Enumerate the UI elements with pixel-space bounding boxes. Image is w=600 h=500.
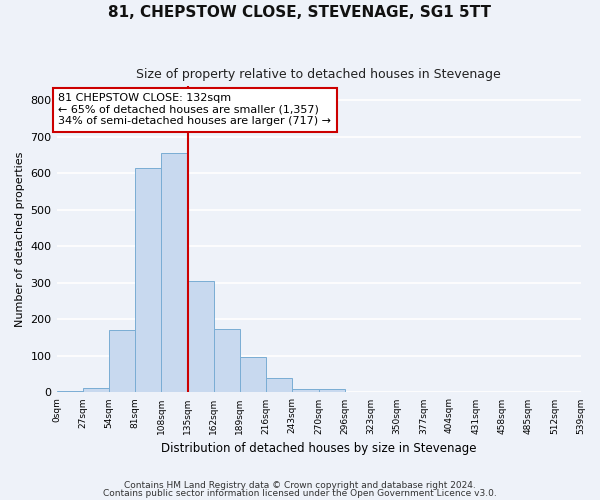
Bar	[240, 356, 266, 392]
Bar	[135, 168, 161, 392]
Bar	[56, 390, 83, 392]
Y-axis label: Number of detached properties: Number of detached properties	[15, 152, 25, 327]
Bar	[83, 388, 109, 392]
Text: 81, CHEPSTOW CLOSE, STEVENAGE, SG1 5TT: 81, CHEPSTOW CLOSE, STEVENAGE, SG1 5TT	[109, 5, 491, 20]
Text: 81 CHEPSTOW CLOSE: 132sqm
← 65% of detached houses are smaller (1,357)
34% of se: 81 CHEPSTOW CLOSE: 132sqm ← 65% of detac…	[58, 93, 331, 126]
Text: Contains public sector information licensed under the Open Government Licence v3: Contains public sector information licen…	[103, 489, 497, 498]
Bar	[214, 328, 240, 392]
X-axis label: Distribution of detached houses by size in Stevenage: Distribution of detached houses by size …	[161, 442, 476, 455]
Bar	[109, 330, 135, 392]
Text: Contains HM Land Registry data © Crown copyright and database right 2024.: Contains HM Land Registry data © Crown c…	[124, 480, 476, 490]
Bar	[266, 378, 292, 392]
Bar	[188, 281, 214, 392]
Bar	[319, 389, 345, 392]
Bar	[161, 154, 188, 392]
Bar	[292, 389, 319, 392]
Title: Size of property relative to detached houses in Stevenage: Size of property relative to detached ho…	[136, 68, 501, 80]
